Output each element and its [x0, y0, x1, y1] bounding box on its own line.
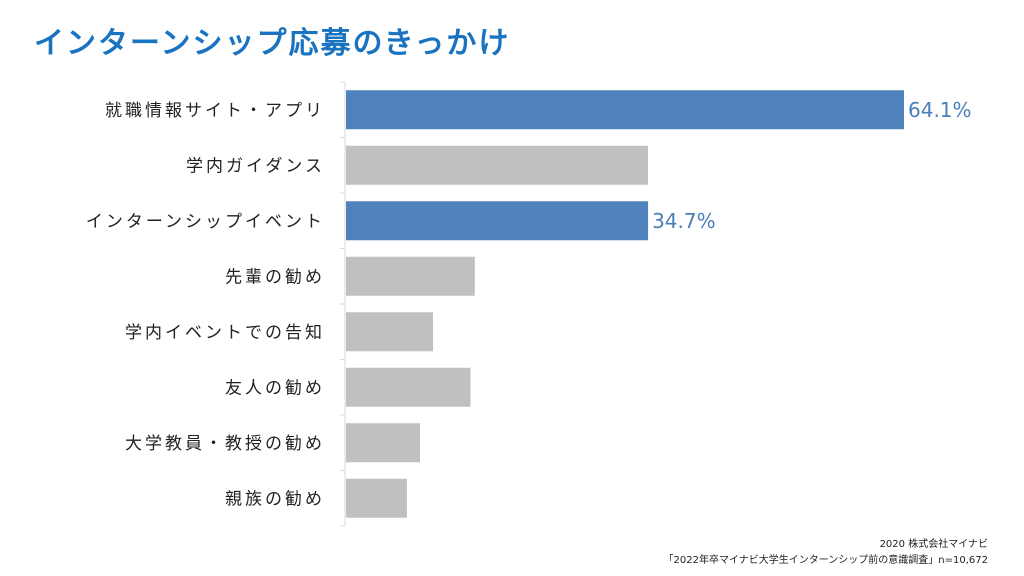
bar	[346, 201, 649, 241]
bar	[346, 90, 904, 130]
category-label: 就職情報サイト・アプリ	[105, 101, 325, 121]
data-label: 64.1%	[908, 98, 972, 122]
category-label: 先輩の勧め	[225, 267, 325, 287]
category-label: 学内ガイダンス	[186, 156, 325, 176]
source-copyright: 2020 株式会社マイナビ	[879, 539, 988, 550]
category-label: 学内イベントでの告知	[125, 323, 325, 343]
category-label: 大学教員・教授の勧め	[125, 434, 325, 454]
page-title: インターンシップ応募のきっかけ	[34, 26, 511, 61]
bar	[346, 367, 471, 407]
bar	[346, 478, 407, 518]
source-survey: 「2022年卒マイナビ大学生インターンシップ前の意識調査」n=10,672	[663, 555, 988, 566]
bar	[346, 145, 649, 185]
bar	[346, 423, 420, 463]
bar	[346, 256, 475, 296]
category-label: 友人の勧め	[225, 378, 325, 398]
bar	[346, 312, 434, 352]
category-label: インターンシップイベント	[86, 212, 325, 232]
category-label: 親族の勧め	[225, 489, 325, 509]
data-label: 34.7%	[652, 209, 716, 233]
source-note: 2020 株式会社マイナビ 「2022年卒マイナビ大学生インターンシップ前の意識…	[664, 537, 988, 569]
